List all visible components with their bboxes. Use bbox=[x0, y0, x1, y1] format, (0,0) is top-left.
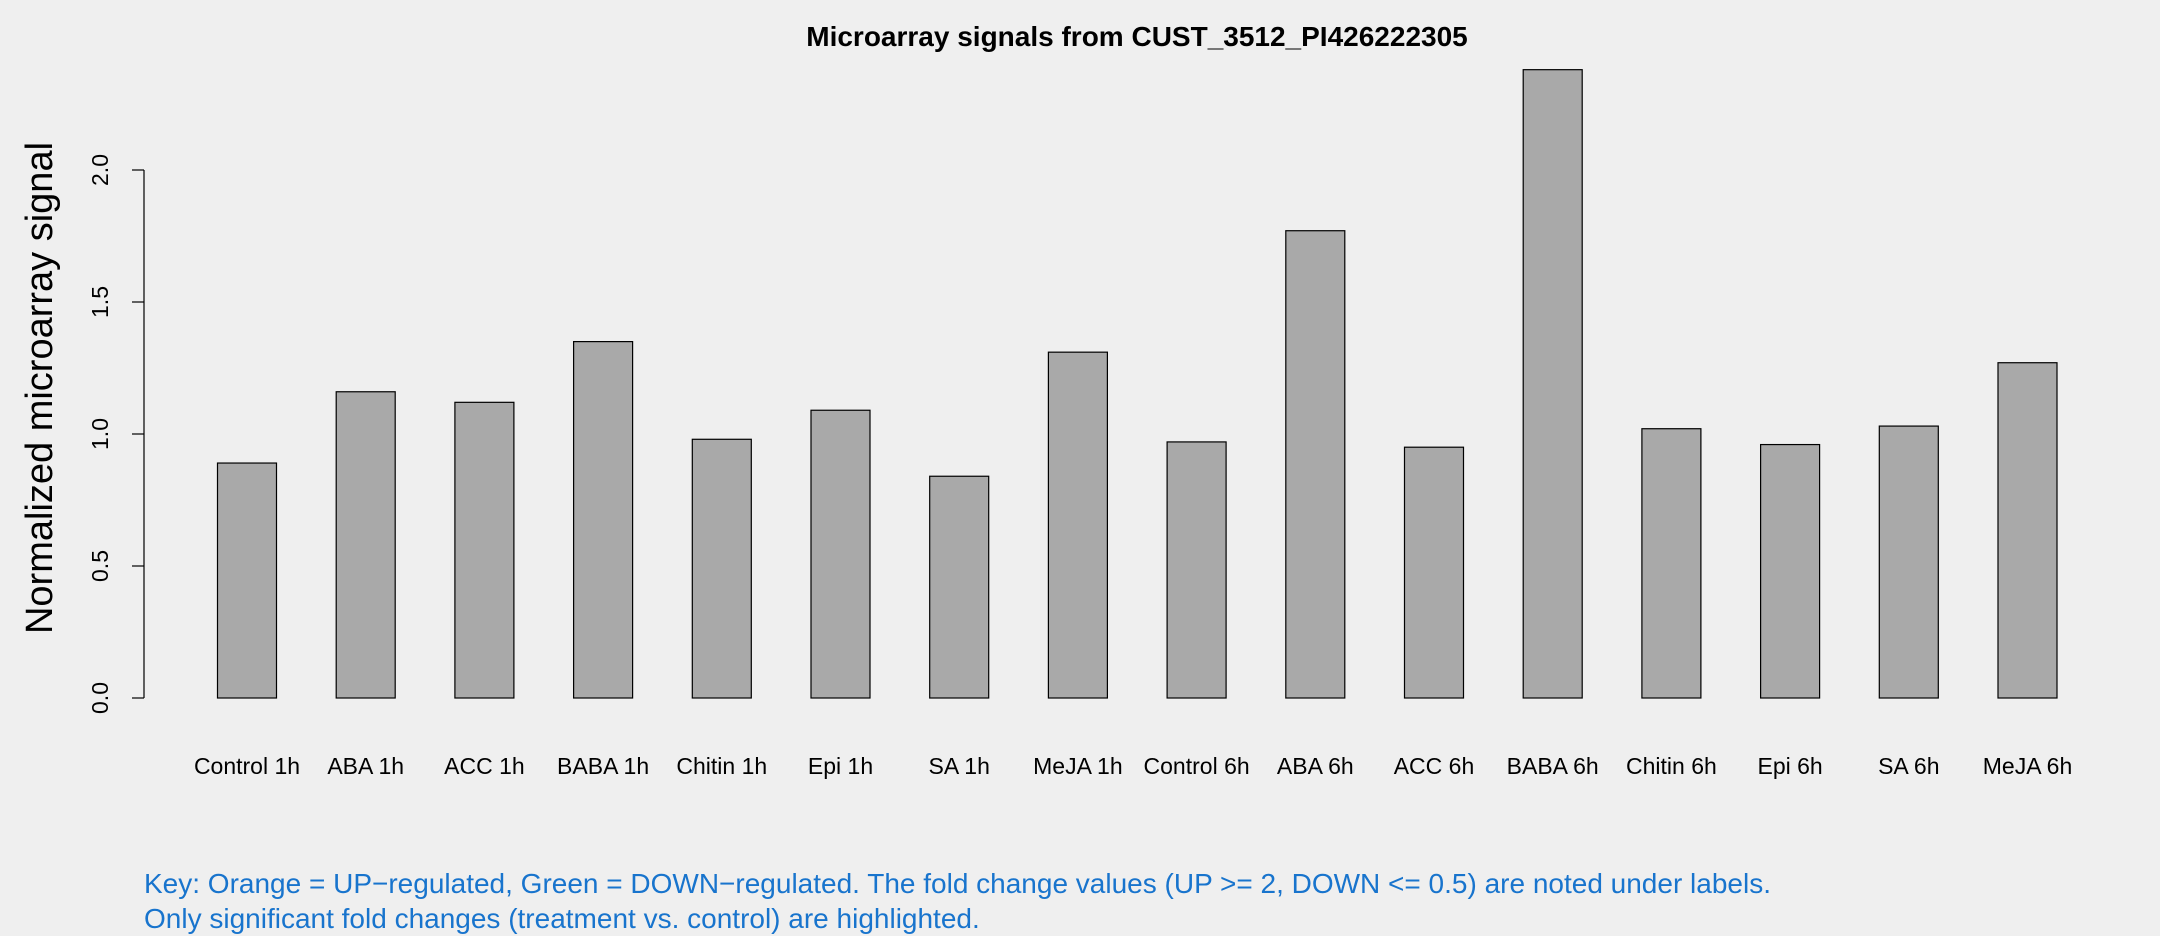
y-tick-label: 1.5 bbox=[87, 286, 113, 318]
bar bbox=[1166, 441, 1227, 699]
bar bbox=[572, 341, 634, 699]
key-line-1: Key: Orange = UP−regulated, Green = DOWN… bbox=[144, 868, 1771, 899]
category-label: Control 1h bbox=[194, 753, 300, 779]
y-tick-label: 0.0 bbox=[87, 682, 113, 714]
bar bbox=[216, 462, 278, 699]
bar bbox=[335, 391, 396, 699]
y-axis: 0.0 0.5 1.0 1.5 2.0 bbox=[87, 154, 145, 714]
category-label: MeJA 6h bbox=[1983, 753, 2073, 779]
category-label: Control 6h bbox=[1144, 753, 1250, 779]
category-label: ACC 1h bbox=[444, 753, 525, 779]
y-tick-label: 2.0 bbox=[87, 154, 113, 186]
y-tick-label: 1.0 bbox=[87, 418, 113, 450]
bar bbox=[1047, 351, 1109, 699]
bar bbox=[929, 475, 990, 699]
bar bbox=[1403, 446, 1465, 699]
bar bbox=[1641, 428, 1702, 699]
chart-title: Microarray signals from CUST_3512_PI4262… bbox=[806, 21, 1468, 52]
bar bbox=[454, 401, 515, 699]
category-label: ABA 1h bbox=[327, 753, 404, 779]
category-labels: Control 1h ABA 1h ACC 1h BABA 1h Chitin 1h Ep… bbox=[194, 753, 2072, 779]
bars bbox=[216, 69, 2058, 699]
category-label: Chitin 1h bbox=[676, 753, 767, 779]
y-tick-label: 0.5 bbox=[87, 550, 113, 582]
category-label: ACC 6h bbox=[1394, 753, 1475, 779]
bar bbox=[1878, 425, 1939, 699]
bar bbox=[1285, 230, 1346, 699]
category-label: SA 6h bbox=[1878, 753, 1939, 779]
category-label: Epi 6h bbox=[1757, 753, 1822, 779]
y-axis-label: Normalized microarray signal bbox=[19, 142, 61, 634]
bar bbox=[1759, 443, 1821, 699]
category-label: Chitin 6h bbox=[1626, 753, 1717, 779]
category-label: Epi 1h bbox=[808, 753, 873, 779]
bar bbox=[1522, 69, 1583, 699]
bar bbox=[1997, 362, 2058, 699]
category-label: MeJA 1h bbox=[1033, 753, 1123, 779]
key-line-2: Only significant fold changes (treatment… bbox=[144, 903, 980, 934]
category-label: ABA 6h bbox=[1277, 753, 1354, 779]
category-label: BABA 6h bbox=[1507, 753, 1599, 779]
bar bbox=[691, 438, 752, 699]
category-label: BABA 1h bbox=[557, 753, 649, 779]
category-label: SA 1h bbox=[929, 753, 990, 779]
bar bbox=[810, 409, 871, 699]
